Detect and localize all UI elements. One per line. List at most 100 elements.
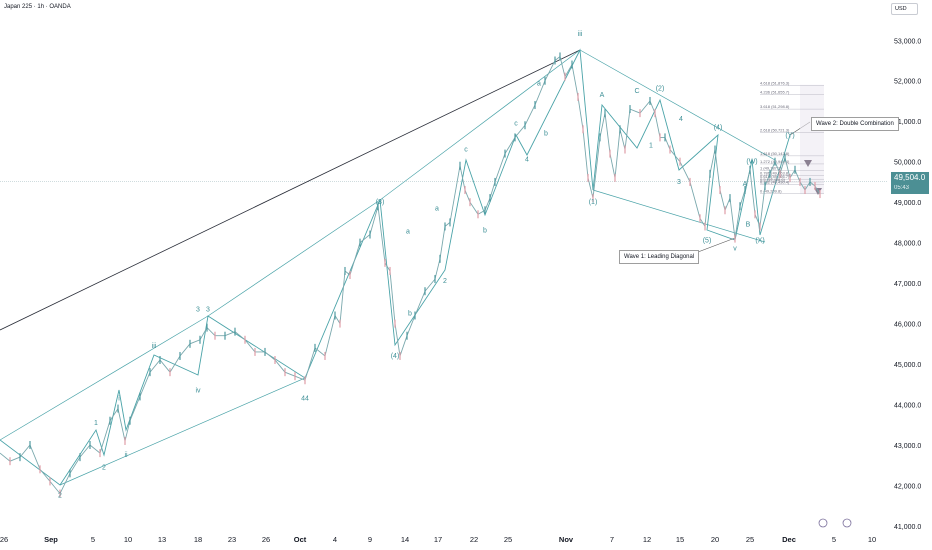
wave-label: 1: [649, 143, 653, 150]
x-tick-label: 20: [711, 535, 719, 544]
x-tick-label: 22: [470, 535, 478, 544]
x-tick-label: Oct: [294, 535, 307, 544]
wave-label: 2: [443, 278, 447, 285]
x-tick-label: 10: [124, 535, 132, 544]
x-axis: 26 Sep 5 10 13 18 23 26 Oct 4 9 14 17 22 25 Nov 7 12 15 20 2…: [0, 535, 876, 544]
wave1-annotation: Wave 1: Leading Diagonal: [619, 250, 700, 264]
wave-label: (3): [376, 199, 385, 206]
y-tick-label: 50,000.0: [894, 160, 921, 167]
last-price-value: 49,504.0: [894, 173, 926, 182]
x-tick-label: 26: [0, 535, 8, 544]
elliott-wave-path: [0, 48, 791, 486]
wave-label: b: [544, 130, 548, 137]
x-tick-label: Sep: [44, 535, 58, 544]
fib-extension-tool: 4.618 (51,876.3) 4.236 (51,655.7) 3.618 (5…: [760, 81, 824, 195]
wave-label: b: [483, 228, 487, 235]
channel-line: [592, 189, 766, 243]
channel-line: [207, 199, 381, 317]
event-icon: [842, 518, 852, 528]
wave-label: A: [743, 181, 748, 188]
y-tick-label: 47,000.0: [894, 281, 921, 288]
fib-level-label: 0.5 (49,498.6): [760, 177, 786, 182]
x-tick-label: 23: [228, 535, 236, 544]
x-tick-label: Nov: [559, 535, 574, 544]
x-tick-label: 5: [832, 535, 836, 544]
fib-level-label: 1.618 (50,143.8): [760, 151, 790, 156]
x-tick-label: 12: [643, 535, 651, 544]
wave-label: (4): [714, 124, 723, 131]
wave-label: v: [733, 246, 737, 253]
fib-level-label: 3.618 (51,298.8): [760, 104, 790, 109]
wave-label: 3: [206, 306, 210, 313]
chart-icons: [818, 518, 852, 528]
x-tick-label: 13: [158, 535, 166, 544]
wave-label: A: [600, 92, 605, 99]
wave-label: a: [537, 81, 541, 88]
x-tick-label: 25: [504, 535, 512, 544]
x-tick-label: 18: [194, 535, 202, 544]
x-tick-label: 5: [91, 535, 95, 544]
y-tick-label: 44,000.0: [894, 403, 921, 410]
wave-label: 2: [58, 493, 62, 500]
wave-label: iv: [195, 387, 201, 394]
wave-label: (X): [755, 238, 764, 245]
last-price-tag: 49,504.0 05:43: [891, 172, 929, 194]
wave-label: 1: [94, 420, 98, 427]
wave-label: a: [406, 228, 410, 235]
y-tick-label: 52,000.0: [894, 79, 921, 86]
wave-label: ii: [124, 452, 128, 459]
wave-label: a: [435, 205, 439, 212]
price-series: [0, 52, 821, 498]
wave-label: c: [464, 147, 468, 154]
wave2-annotation: Wave 2: Double Combination: [811, 117, 899, 131]
y-tick-label: 42,000.0: [894, 483, 921, 490]
wave-label: 3: [677, 179, 681, 186]
wave-label: B: [746, 221, 751, 228]
fib-level-label: 0 (49,209.8): [760, 189, 782, 194]
y-tick-label: 49,000.0: [894, 200, 921, 207]
x-tick-label: 7: [610, 535, 614, 544]
x-tick-label: 10: [868, 535, 876, 544]
y-tick-label: 41,000.0: [894, 524, 921, 531]
y-tick-label: 53,000.0: [894, 38, 921, 45]
price-line: [0, 55, 821, 495]
wave-label: 3: [196, 306, 200, 313]
fib-level-label: 0.382 (49,430.4): [760, 180, 790, 185]
fib-level-label: 0.618 (49,566.7): [760, 174, 790, 179]
wave-label: iii: [578, 31, 583, 38]
wave-label: (5): [703, 238, 712, 245]
wave-label: (1): [589, 199, 598, 206]
fib-level-label: 4.618 (51,876.3): [760, 81, 790, 86]
symbol-title: Japan 225 · 1h · OANDA: [4, 4, 71, 10]
wave-label: i: [118, 395, 120, 402]
fib-level-label: 1 (49,787.3): [760, 165, 782, 170]
channel-line: [59, 377, 306, 486]
y-tick-label: 43,000.0: [894, 443, 921, 450]
fib-level-label: 0.786 (49,663.8): [760, 170, 790, 175]
down-arrow-icon: [804, 160, 812, 167]
x-tick-label: 4: [333, 535, 337, 544]
x-tick-label: Dec: [782, 535, 796, 544]
y-tick-label: 45,000.0: [894, 362, 921, 369]
y-tick-label: 48,000.0: [894, 241, 921, 248]
wave-label: (Y): [785, 132, 794, 139]
wave-label: b: [408, 310, 412, 317]
wave-label: 4: [679, 116, 683, 123]
channel-line: [579, 49, 776, 161]
y-tick-label: 46,000.0: [894, 322, 921, 329]
x-tick-label: 9: [368, 535, 372, 544]
x-tick-label: 15: [676, 535, 684, 544]
wave-label: C: [634, 88, 639, 95]
channel-line: [0, 315, 209, 441]
bar-countdown: 05:43: [894, 185, 910, 191]
wave-label: iii: [152, 343, 157, 350]
wave-label: (2): [656, 85, 665, 92]
fib-level-label: 2.618 (50,721.3): [760, 127, 790, 132]
currency-button[interactable]: USD: [891, 3, 918, 15]
wave-label: 4: [525, 157, 529, 164]
y-tick-label: 51,000.0: [894, 119, 921, 126]
event-icon: [818, 518, 828, 528]
fib-level-label: 4.236 (51,655.7): [760, 90, 790, 95]
